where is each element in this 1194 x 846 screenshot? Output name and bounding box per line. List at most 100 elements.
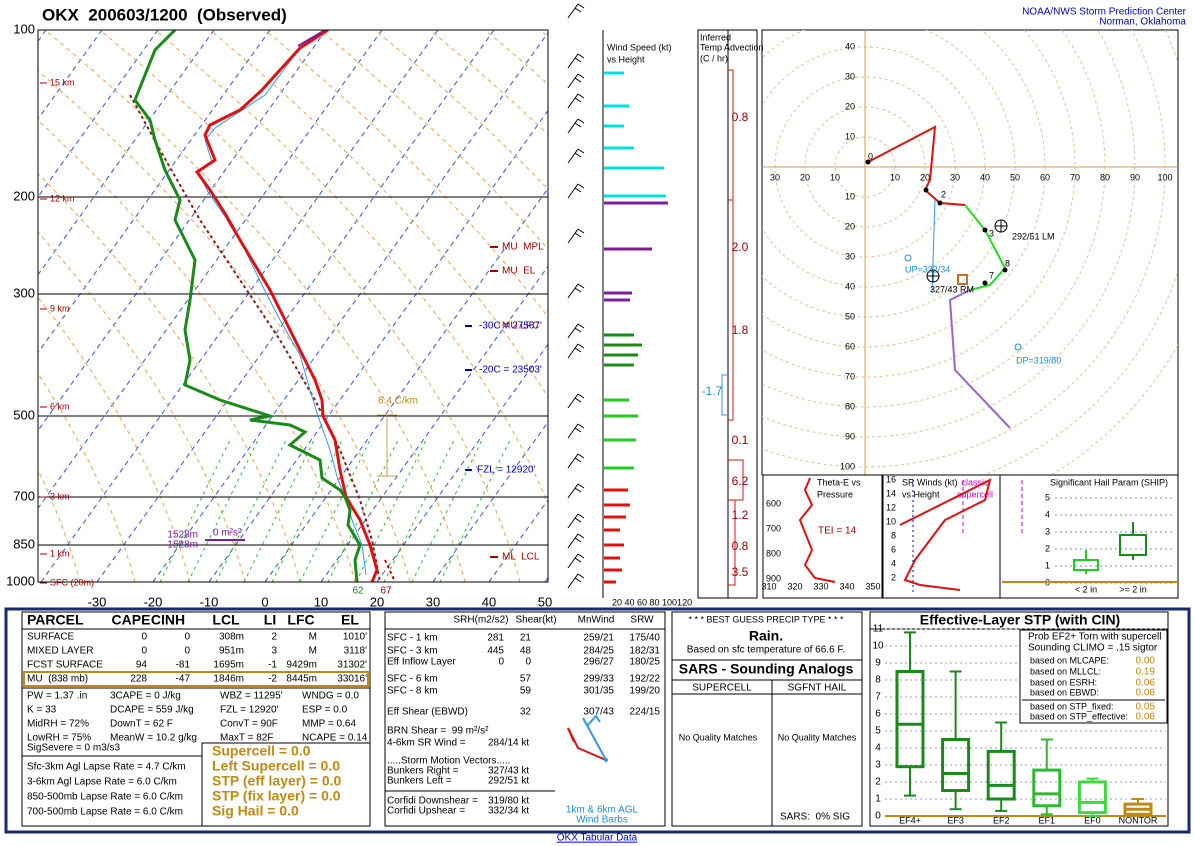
height-label: SFC (20m) <box>50 577 94 587</box>
height-label: 6 <box>891 544 896 554</box>
wind-barb <box>567 553 579 569</box>
table-header: CINH <box>151 612 185 628</box>
row-label: SFC - 1 km <box>387 633 438 644</box>
mixing-ratio <box>243 439 315 582</box>
mixing-ratio <box>299 439 371 582</box>
dewpoint-trace <box>133 30 362 582</box>
annotation: MU LFC <box>502 321 539 332</box>
tick-label: 1 <box>1045 560 1050 570</box>
wind-barb <box>567 343 579 359</box>
wind-barb <box>567 183 579 199</box>
wind-barb <box>574 457 582 463</box>
label: Inferred <box>700 32 731 42</box>
wind-barb <box>567 483 579 499</box>
wind-barb <box>574 517 582 523</box>
ring-label: 10 <box>845 191 855 201</box>
label: 1km & 6km AGL <box>566 805 639 816</box>
ring-label: 60 <box>1040 172 1050 182</box>
table-cell: 9429m <box>286 660 317 671</box>
advection-value: 0.8 <box>732 110 749 124</box>
table-cell: -1 <box>268 660 277 671</box>
label: 319/80 kt <box>488 796 529 807</box>
dry-adiabat <box>209 30 548 399</box>
y-tick-label: 7 <box>875 692 881 703</box>
hodograph-trace <box>867 125 966 206</box>
tick-label: 4 <box>1045 509 1050 519</box>
table-cell: 308m <box>219 632 244 643</box>
annotation: MU MPL <box>502 242 544 253</box>
ring-label: 90 <box>1130 172 1140 182</box>
index: WBZ = 11295' <box>220 691 283 702</box>
height-label: 14 <box>886 488 896 498</box>
ring-label: 10 <box>845 131 855 141</box>
tick-label: 3 <box>1045 526 1050 536</box>
annotation: -20C = 23503' <box>479 365 542 376</box>
skewt-plot <box>38 30 548 582</box>
wind-barb <box>577 118 585 124</box>
category-label: EF1 <box>1039 815 1056 825</box>
annotation: 1528m <box>167 540 198 551</box>
temperature-label: 30 <box>426 594 440 609</box>
wind-barb <box>577 393 585 399</box>
table-cell: 296/27 <box>583 657 614 668</box>
wind-barb <box>577 453 585 459</box>
trace <box>721 374 728 416</box>
wind-barb <box>577 513 585 519</box>
table-cell: 301/35 <box>583 686 614 697</box>
label: Pressure <box>817 489 853 499</box>
isotherm <box>208 109 548 582</box>
wind-barb <box>567 393 579 409</box>
title: OKX 200603/1200 (Observed) <box>42 5 287 24</box>
annotation: -30C = 27567' <box>479 321 542 332</box>
table-cell: 59 <box>520 686 532 697</box>
table-cell: 0 <box>184 646 190 657</box>
y-tick-label: 5 <box>875 726 881 737</box>
temperature-top <box>297 30 326 47</box>
wind-barb <box>574 7 582 13</box>
ring-label: 10 <box>890 172 900 182</box>
table-cell: 284/25 <box>583 646 614 657</box>
table-cell: 32 <box>520 707 532 718</box>
table-cell: SURFACE <box>27 632 75 643</box>
index: MidRH = 72% <box>27 719 89 730</box>
table-cell: 259/21 <box>583 633 614 644</box>
parcel-frame <box>21 611 371 827</box>
table-header: Shear(kt) <box>515 615 556 626</box>
advection-value: 2.0 <box>732 240 749 254</box>
wind-barb <box>567 323 579 339</box>
label: based on MLCAPE: <box>1030 655 1109 665</box>
precip-basis: Based on sfc temperature of 66.6 F. <box>687 645 845 656</box>
wind-barb <box>567 283 579 299</box>
ring-label: 80 <box>845 401 855 411</box>
table-cell: 0 <box>141 646 147 657</box>
wind-barb <box>567 228 579 244</box>
label: based on ESRH: <box>1030 677 1097 687</box>
wind-barb <box>567 148 579 164</box>
trace <box>728 499 736 586</box>
table-cell: M <box>309 646 317 657</box>
table-header: LI <box>264 612 276 628</box>
isotherm <box>264 187 548 582</box>
index: WNDG = 0.0 <box>302 691 359 702</box>
skewt-frame <box>37 29 549 583</box>
wind-barb <box>567 533 579 549</box>
wind-barb <box>577 73 585 79</box>
wind-barb <box>577 228 585 234</box>
pressure-label: 800 <box>766 548 781 558</box>
dry-adiabat <box>38 119 356 582</box>
lapse-rate: 700-500mb Lapse Rate = 6.0 C/km <box>27 807 183 818</box>
sars-title-frame <box>671 659 863 681</box>
hodograph-trace <box>948 289 1011 429</box>
table-cell: 1010' <box>343 632 367 643</box>
hodo-height: 3 <box>989 228 994 238</box>
advection-value: 1.2 <box>732 508 749 522</box>
label: vs Height <box>902 489 940 499</box>
sars-frame <box>671 611 863 827</box>
table-header: LFC <box>287 612 314 628</box>
tabular-data-link[interactable]: OKX Tabular Data <box>557 833 638 844</box>
corfidi-label: UP=332/34 <box>905 264 950 274</box>
ring-label: 20 <box>845 221 855 231</box>
wind-barb <box>574 122 582 128</box>
prob-legend <box>1019 629 1168 724</box>
